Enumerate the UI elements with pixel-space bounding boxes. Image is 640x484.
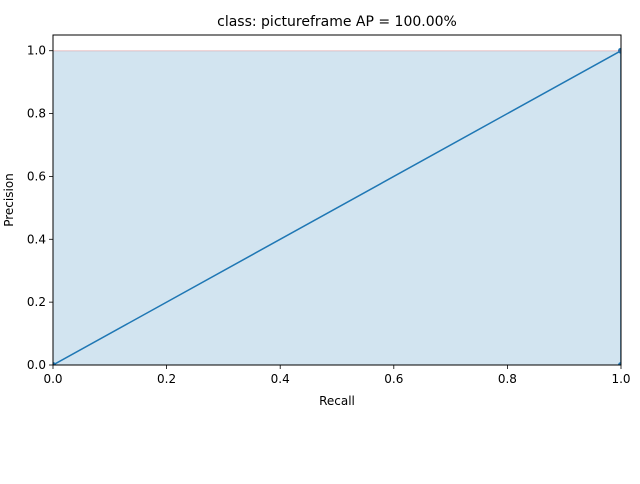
y-axis-label: Precision	[2, 173, 16, 227]
pr-curve-point	[618, 362, 621, 365]
y-tick-label: 0.2	[27, 295, 46, 309]
chart-title: class: pictureframe AP = 100.00%	[217, 14, 457, 30]
y-tick-label: 0.0	[27, 358, 46, 372]
y-tick-label: 0.6	[27, 169, 46, 183]
x-tick-label: 0.0	[43, 372, 62, 386]
x-axis-label: Recall	[319, 394, 355, 408]
x-tick-label: 0.8	[498, 372, 517, 386]
y-tick-label: 1.0	[27, 44, 46, 58]
pr-curve-point	[53, 362, 56, 365]
x-tick-label: 1.0	[611, 372, 630, 386]
pr-curve-point	[618, 47, 621, 54]
ticks: 0.0 0.2 0.4 0.6 0.8 1.0 0.0 0.2 0.4 0.6 0.8 1.0	[27, 44, 631, 386]
x-tick-label: 0.2	[157, 372, 176, 386]
plot-area	[53, 47, 621, 365]
x-tick-label: 0.4	[271, 372, 290, 386]
axes-frame	[52, 34, 622, 366]
pr-curve-line	[53, 49, 621, 365]
y-tick-label: 0.8	[27, 107, 46, 121]
x-tick-label: 0.6	[384, 372, 403, 386]
y-tick-label: 0.4	[27, 232, 46, 246]
